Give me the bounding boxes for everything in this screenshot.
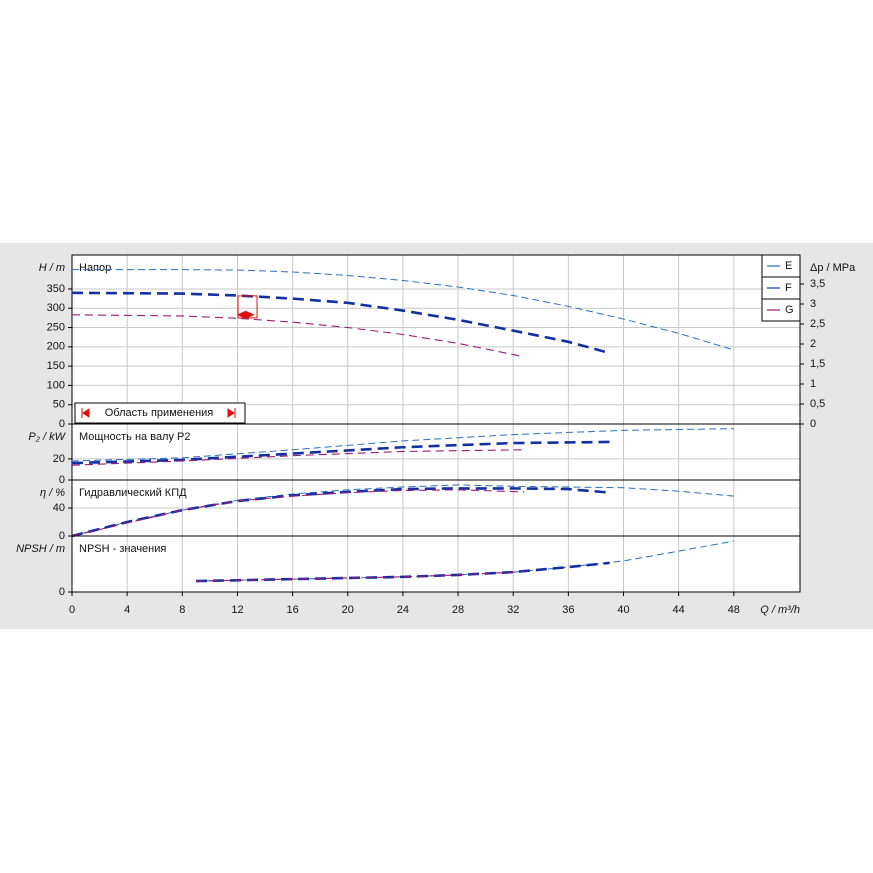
x-tick-label: 24 [397, 604, 409, 616]
y2-tick-label: 0,5 [810, 398, 825, 410]
y-tick-label: 250 [47, 321, 65, 333]
x-tick-label: 44 [673, 604, 685, 616]
y2-tick-label: 2 [810, 338, 816, 350]
x-tick-label: 40 [617, 604, 629, 616]
curve [71, 428, 734, 462]
y2-tick-label: 0 [810, 418, 816, 430]
y-tick-label: 0 [59, 586, 65, 598]
x-tick-label: 36 [562, 604, 574, 616]
x-tick-label: 48 [728, 604, 740, 616]
curve [71, 484, 734, 537]
application-range: Область применения [105, 407, 214, 419]
curve [71, 449, 525, 466]
y-tick-label: 20 [53, 453, 65, 465]
y-tick-label: 40 [53, 502, 65, 514]
x-tick-label: 16 [286, 604, 298, 616]
legend-label: G [785, 304, 794, 316]
x-tick-label: 28 [452, 604, 464, 616]
y2-axis-label: Δp / MPa [810, 262, 856, 274]
legend-label: E [785, 260, 792, 272]
y-tick-label: 300 [47, 302, 65, 314]
y-axis-label: NPSH / m [16, 543, 65, 555]
panel-frame [71, 535, 801, 593]
x-axis-label: Q / m³/h [760, 604, 800, 616]
curve [71, 440, 610, 465]
panel-title: Напор [79, 262, 111, 274]
y2-tick-label: 1,5 [810, 358, 825, 370]
y-axis-label: η / % [40, 487, 65, 499]
curve [72, 269, 734, 351]
y2-tick-label: 1 [810, 378, 816, 390]
y-tick-label: 200 [47, 341, 65, 353]
panel-title: NPSH - значения [79, 543, 166, 555]
y-tick-label: 100 [47, 379, 65, 391]
x-tick-label: 0 [69, 604, 75, 616]
y-tick-label: 50 [53, 399, 65, 411]
curve [196, 570, 525, 582]
y2-tick-label: 3 [810, 298, 816, 310]
x-tick-label: 32 [507, 604, 519, 616]
y-tick-label: 0 [59, 474, 65, 486]
curve [71, 291, 611, 355]
curve [71, 314, 525, 358]
y-axis-label: P₂ / kW [28, 431, 66, 443]
y-tick-label: 350 [47, 283, 65, 295]
panel-title: Мощность на валу P2 [79, 431, 191, 443]
y2-tick-label: 2,5 [810, 318, 825, 330]
y2-tick-label: 3,5 [810, 278, 825, 290]
y-tick-label: 150 [47, 360, 65, 372]
y-tick-label: 0 [59, 530, 65, 542]
x-tick-label: 4 [124, 604, 130, 616]
curve [71, 489, 525, 537]
legend-label: F [785, 282, 792, 294]
arrow-right [227, 408, 236, 418]
application-range-box [74, 402, 246, 424]
x-tick-label: 8 [179, 604, 185, 616]
x-tick-label: 20 [342, 604, 354, 616]
y-tick-label: 0 [59, 418, 65, 430]
panel-title: Гидравлический КПД [79, 487, 187, 499]
arrow-left [81, 408, 90, 418]
x-tick-label: 12 [231, 604, 243, 616]
duty-point [236, 310, 255, 319]
y-axis-label: H / m [39, 262, 65, 274]
